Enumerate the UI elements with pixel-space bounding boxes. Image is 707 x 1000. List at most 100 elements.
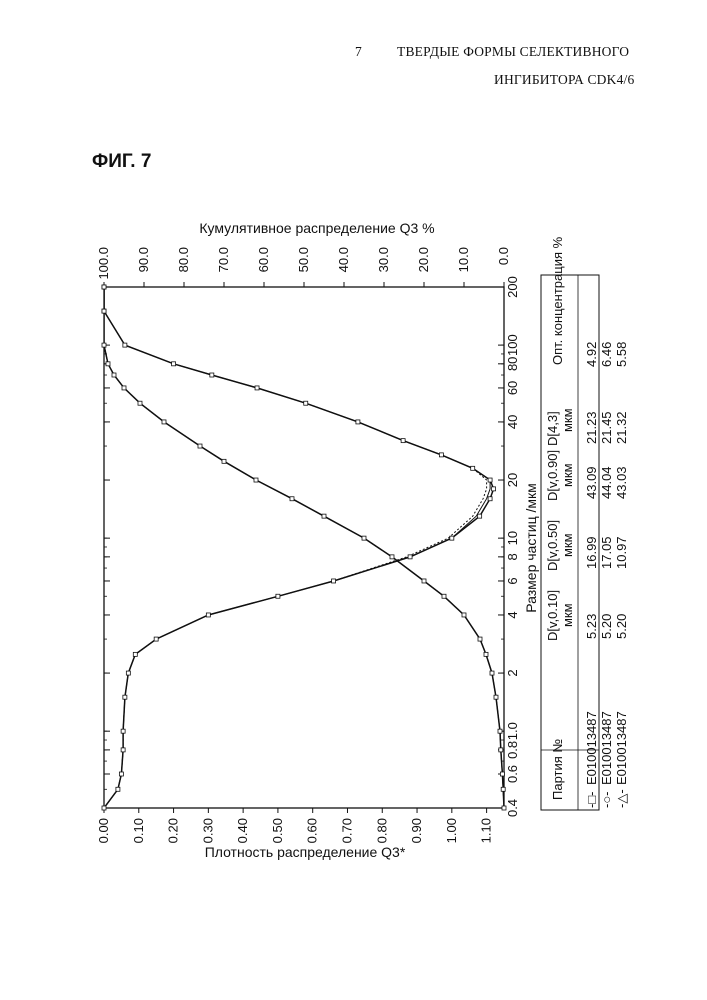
cumulative-point [254, 478, 258, 482]
x-tick-label: 0.6 [505, 765, 520, 783]
cumulative-tick-label: 30.0 [376, 247, 391, 272]
density-tick-label: 0.30 [200, 818, 215, 843]
table-d50: 10.97 [614, 536, 629, 569]
table-d43: 21.32 [614, 411, 629, 444]
cumulative-point [478, 637, 482, 641]
table-d10: 5.23 [584, 614, 599, 639]
density-point [356, 420, 360, 424]
cumulative-point [494, 695, 498, 699]
x-tick-label: 4 [505, 611, 520, 618]
density-tick-label: 0.20 [166, 818, 181, 843]
cumulative-point [290, 497, 294, 501]
table-d90: 44.04 [599, 466, 614, 499]
x-tick-label: 1.0 [505, 722, 520, 740]
density-point [123, 343, 127, 347]
rotated-particle-size-chart: 0.40.60.81.0246810204060801002000.000.10… [0, 0, 707, 1000]
density-point [210, 373, 214, 377]
x-tick-label: 200 [505, 276, 520, 298]
cumulative-point [499, 748, 503, 752]
x-tick-label: 6 [505, 577, 520, 584]
cumulative-point [500, 772, 504, 776]
density-point [121, 748, 125, 752]
density-point [172, 362, 176, 366]
x-tick-label: 10 [505, 531, 520, 545]
table-d10: 5.20 [599, 614, 614, 639]
cumulative-point [198, 444, 202, 448]
table-header-unit: мкм [560, 603, 575, 627]
density-point [133, 652, 137, 656]
table-marker: -△- [614, 789, 629, 808]
table-header: Партия № [550, 739, 565, 800]
cumulative-curve-2 [104, 287, 504, 808]
density-point [492, 487, 496, 491]
density-point [488, 478, 492, 482]
density-tick-label: 0.90 [409, 818, 424, 843]
density-tick-label: 0.60 [305, 818, 320, 843]
data-curves [104, 287, 504, 808]
cumulative-tick-label: 100.0 [96, 247, 111, 280]
cumulative-curve-3 [104, 287, 504, 808]
density-point [439, 453, 443, 457]
x-tick-label: 100 [505, 334, 520, 356]
table-conc: 5.58 [614, 342, 629, 367]
x-tick-label: 20 [505, 473, 520, 487]
density-point [126, 671, 130, 675]
cumulative-tick-label: 60.0 [256, 247, 271, 272]
x-tick-label: 2 [505, 669, 520, 676]
x-tick-label: 60 [505, 381, 520, 395]
cumulative-tick-label: 10.0 [456, 247, 471, 272]
density-point [123, 695, 127, 699]
density-point [116, 787, 120, 791]
cumulative-tick-label: 70.0 [216, 247, 231, 272]
data-markers [102, 285, 506, 810]
density-point [154, 637, 158, 641]
density-tick-label: 0.70 [339, 818, 354, 843]
axis-ticks-and-labels: 0.40.60.81.0246810204060801002000.000.10… [96, 247, 520, 843]
table-d10: 5.20 [614, 614, 629, 639]
x-tick-label: 80 [505, 357, 520, 371]
cumulative-tick-label: 80.0 [176, 247, 191, 272]
table-header: D[v,0.50] [545, 520, 560, 571]
table-header: Опт. концентрация % [550, 236, 565, 365]
table-d90: 43.03 [614, 466, 629, 499]
density-point [478, 514, 482, 518]
table-d43: 21.45 [599, 411, 614, 444]
table-header: D[v,0.90] [545, 450, 560, 501]
density-point [206, 613, 210, 617]
cumulative-point [462, 613, 466, 617]
density-point [471, 466, 475, 470]
density-tick-label: 0.40 [235, 818, 250, 843]
density-tick-label: 1.00 [444, 818, 459, 843]
density-point [408, 555, 412, 559]
table-batch: E010013487 [614, 711, 629, 785]
x-tick-label: 0.8 [505, 741, 520, 759]
cumulative-point [102, 343, 106, 347]
cumulative-tick-label: 90.0 [136, 247, 151, 272]
density-point [332, 579, 336, 583]
cumulative-point [502, 806, 506, 810]
density-tick-label: 1.10 [479, 818, 494, 843]
table-conc: 4.92 [584, 342, 599, 367]
density-point [304, 401, 308, 405]
cumulative-point [102, 309, 106, 313]
x-tick-label: 0.4 [505, 799, 520, 817]
table-header-unit: мкм [560, 533, 575, 557]
cumulative-point [222, 459, 226, 463]
table-marker: -□- [584, 791, 599, 808]
density-point [255, 386, 259, 390]
density-point [276, 594, 280, 598]
table-d90: 43.09 [584, 466, 599, 499]
cumulative-tick-label: 40.0 [336, 247, 351, 272]
density-tick-label: 0.50 [270, 818, 285, 843]
density-tick-label: 0.00 [96, 818, 111, 843]
density-point [121, 729, 125, 733]
density-point [450, 536, 454, 540]
x-tick-label: 8 [505, 553, 520, 560]
table-d50: 16.99 [584, 536, 599, 569]
minor-ticks [104, 345, 504, 789]
table-batch: E010013487 [584, 711, 599, 785]
density-curve-1 [104, 287, 494, 808]
cumulative-point [138, 401, 142, 405]
cumulative-point [112, 373, 116, 377]
table-d50: 17.05 [599, 536, 614, 569]
